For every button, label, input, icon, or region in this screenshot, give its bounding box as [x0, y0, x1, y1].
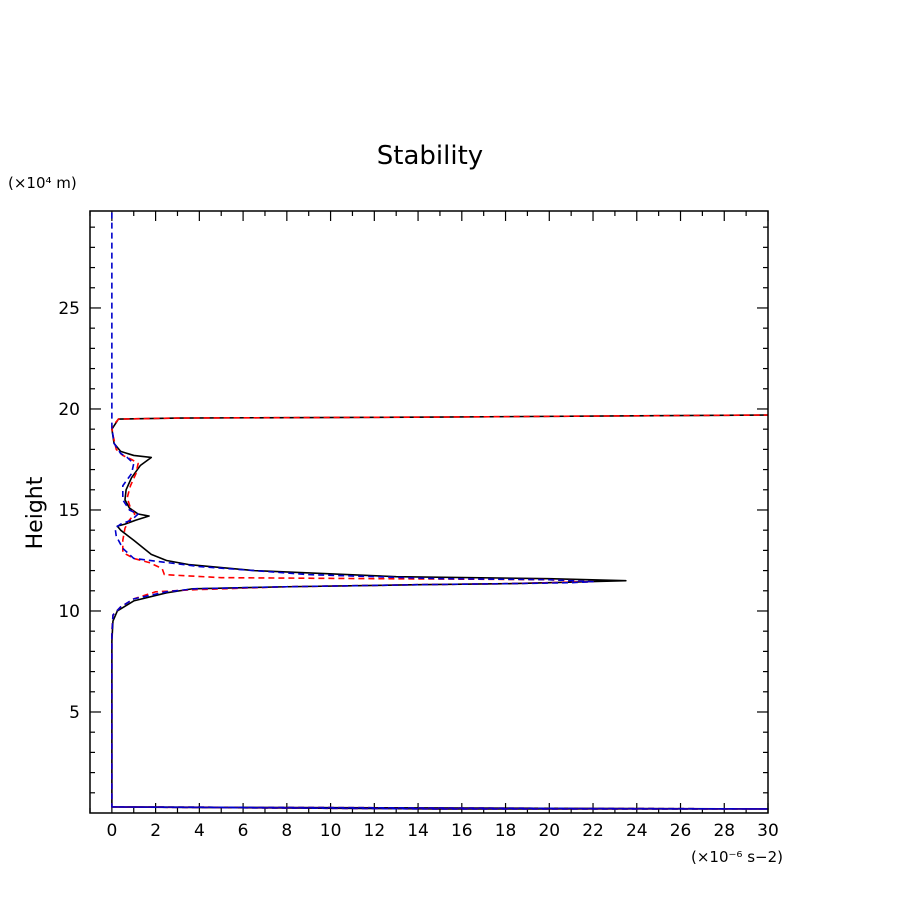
- x-tick-label: 14: [407, 821, 429, 841]
- x-tick-label: 20: [538, 821, 560, 841]
- x-tick-label: 30: [757, 821, 779, 841]
- y-axis-label: Height: [23, 476, 48, 549]
- y-tick-label: 10: [58, 602, 80, 622]
- x-tick-label: 0: [106, 821, 117, 841]
- plot-frame: [89, 210, 769, 814]
- x-tick-label: 10: [320, 821, 342, 841]
- x-tick-label: 2: [150, 821, 161, 841]
- x-tick-label: 6: [238, 821, 249, 841]
- series-layer: [111, 211, 769, 810]
- y-unit-label: (×10⁴ m): [8, 174, 77, 192]
- series-line-1: [111, 414, 769, 810]
- y-tick-label: 20: [58, 400, 80, 420]
- y-tick-label: 5: [69, 703, 80, 723]
- series-line-2: [111, 414, 769, 810]
- x-unit-label: (×10⁻⁶ s−2): [691, 848, 783, 866]
- x-tick-label: 8: [281, 821, 292, 841]
- x-tick-label: 4: [194, 821, 205, 841]
- y-tick-label: 15: [58, 501, 80, 521]
- x-tick-label: 28: [713, 821, 735, 841]
- series-line-3: [111, 211, 769, 810]
- x-tick-label: 12: [364, 821, 386, 841]
- x-tick-label: 16: [451, 821, 473, 841]
- x-tick-label: 26: [670, 821, 692, 841]
- x-tick-label: 18: [495, 821, 517, 841]
- y-tick-label: 25: [58, 299, 80, 319]
- x-tick-label: 22: [582, 821, 604, 841]
- x-tick-label: 24: [626, 821, 648, 841]
- chart-title: Stability: [377, 141, 483, 171]
